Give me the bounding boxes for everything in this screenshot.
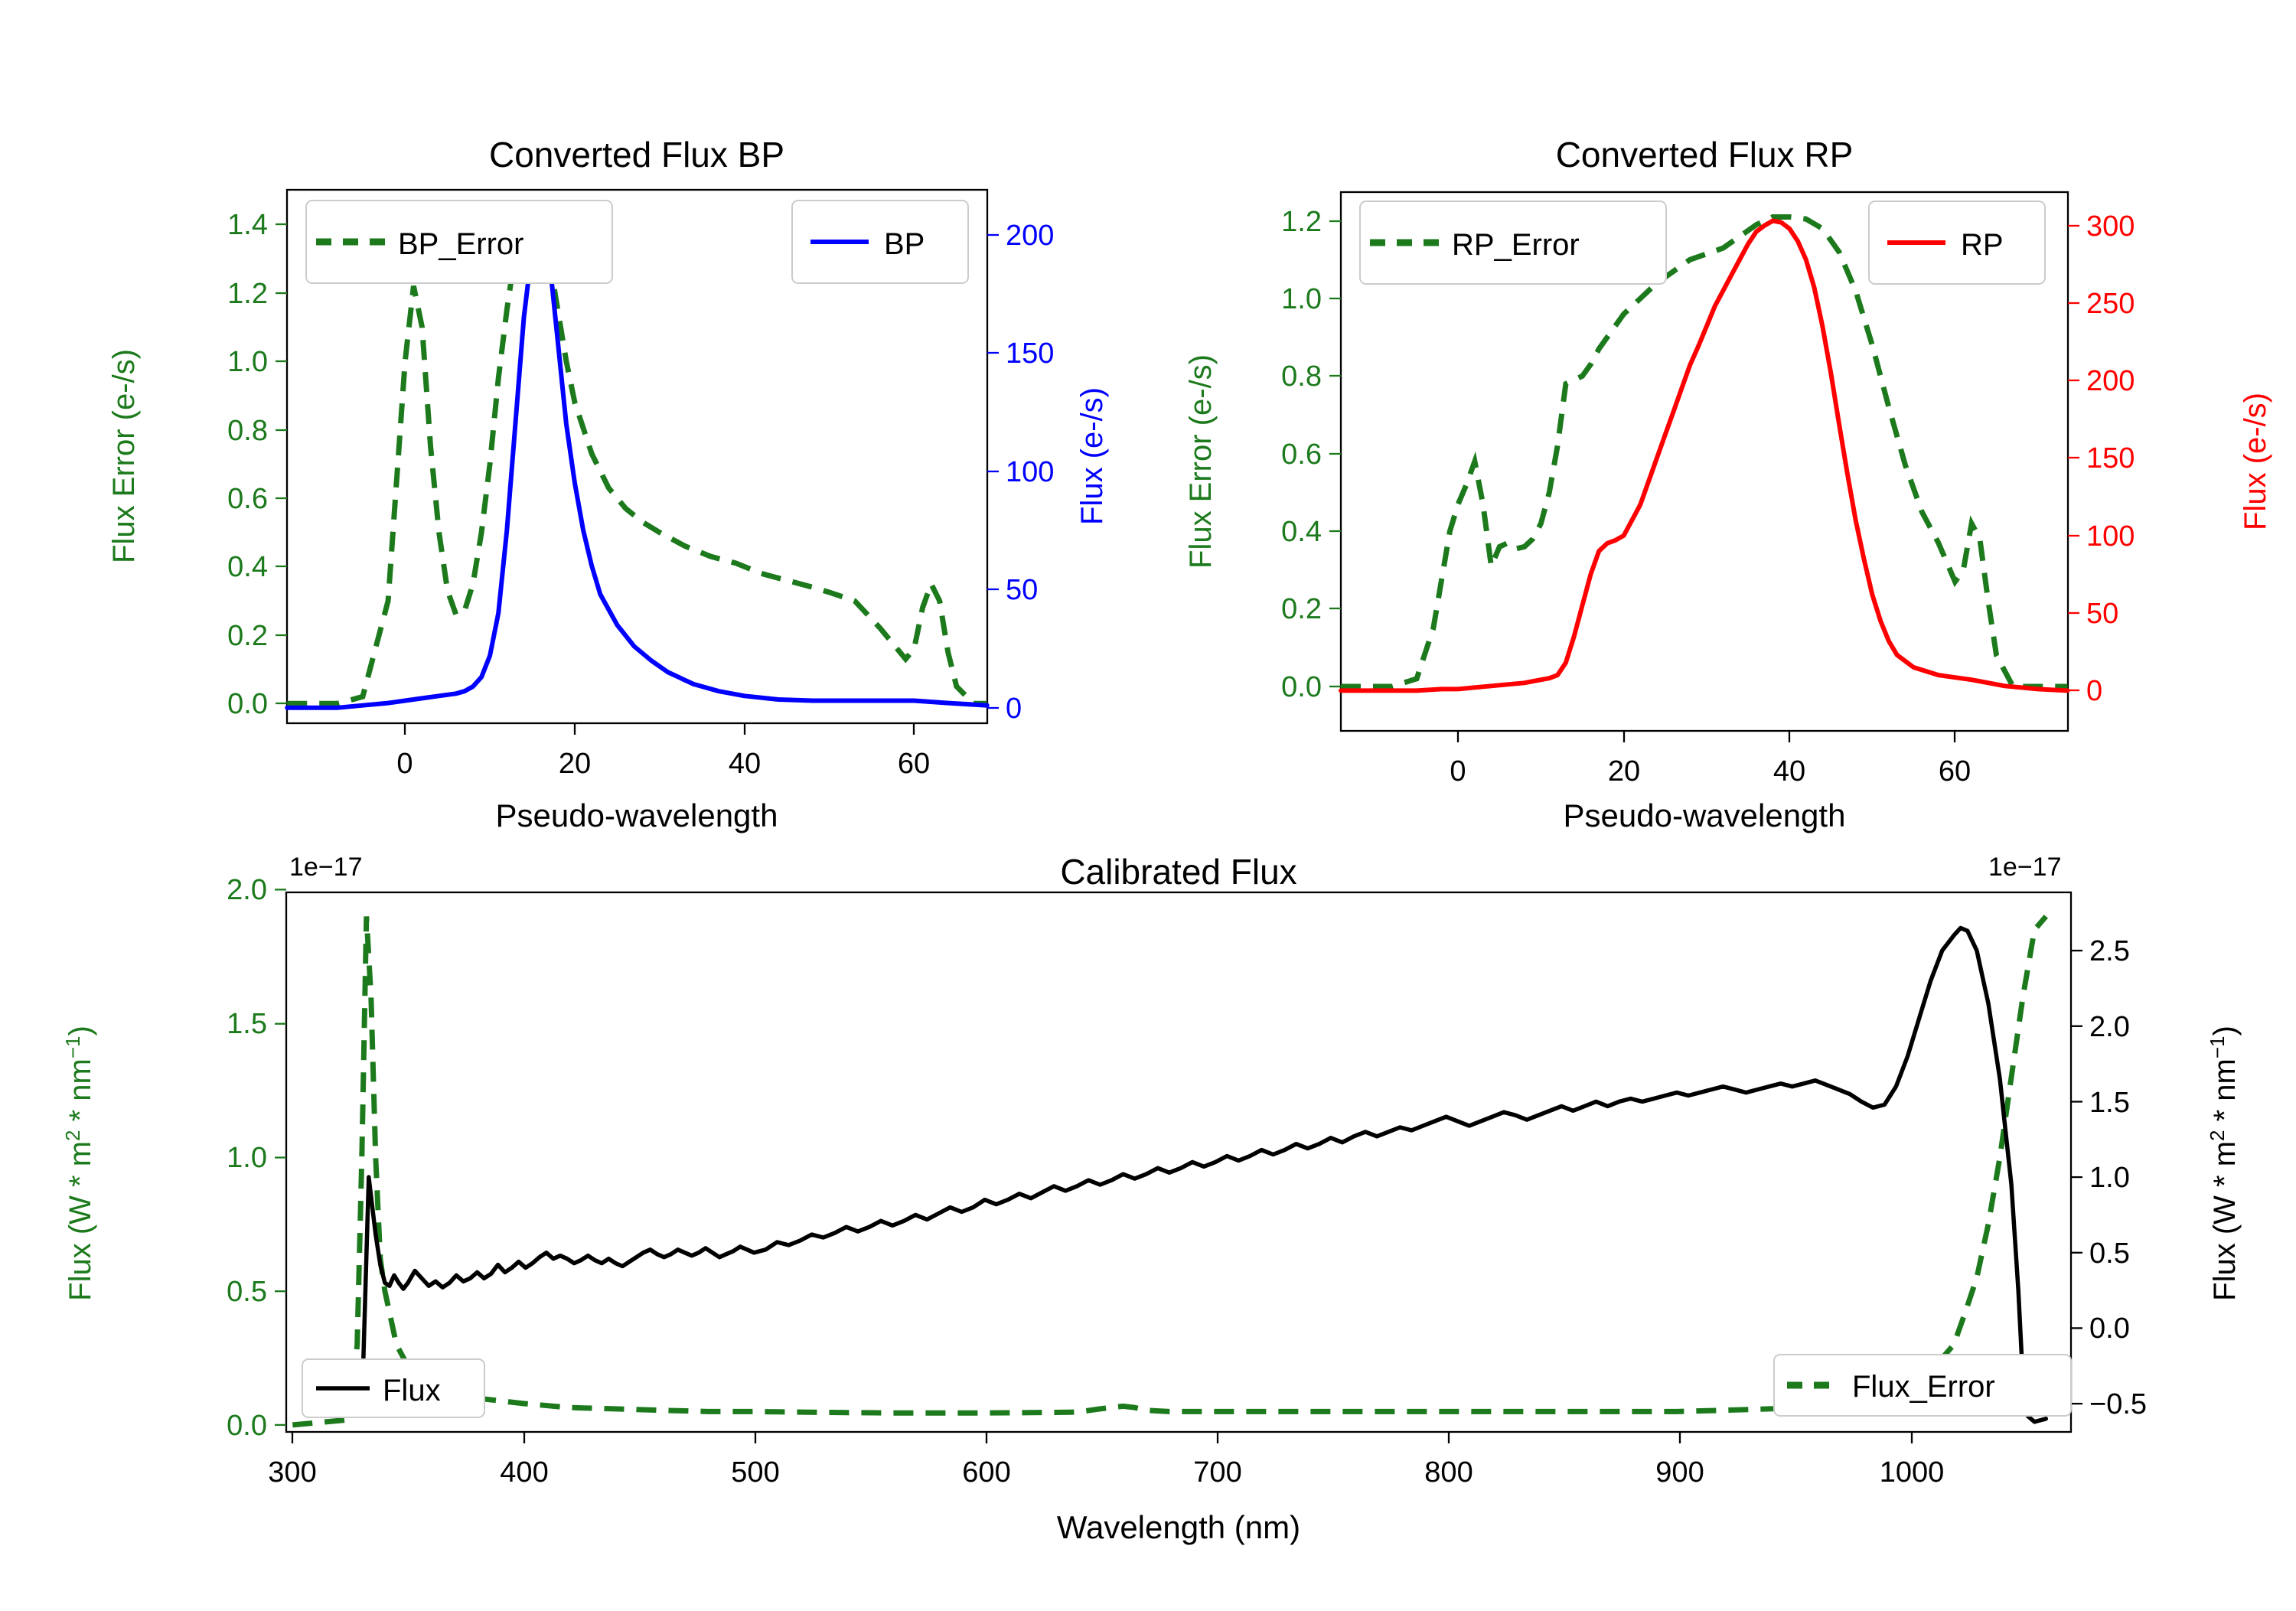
svg-text:Calibrated Flux: Calibrated Flux xyxy=(1060,852,1296,892)
svg-text:Flux (W * m2 * nm−1): Flux (W * m2 * nm−1) xyxy=(61,1026,97,1301)
svg-text:0: 0 xyxy=(2086,675,2102,707)
svg-text:1e−17: 1e−17 xyxy=(1988,853,2062,882)
svg-text:150: 150 xyxy=(1006,338,1054,370)
svg-text:150: 150 xyxy=(2086,442,2135,474)
svg-text:Wavelength (nm): Wavelength (nm) xyxy=(1057,1509,1300,1545)
svg-text:0.0: 0.0 xyxy=(227,1410,267,1442)
svg-text:Flux (W * m2 * nm−1): Flux (W * m2 * nm−1) xyxy=(2206,1026,2242,1301)
svg-text:1.4: 1.4 xyxy=(227,209,268,241)
svg-text:400: 400 xyxy=(500,1456,548,1489)
svg-text:40: 40 xyxy=(1773,755,1805,788)
svg-text:2.0: 2.0 xyxy=(2089,1011,2130,1043)
svg-text:Pseudo-wavelength: Pseudo-wavelength xyxy=(1564,797,1846,833)
svg-text:40: 40 xyxy=(729,748,761,780)
svg-text:500: 500 xyxy=(731,1456,779,1489)
svg-text:Pseudo-wavelength: Pseudo-wavelength xyxy=(496,797,778,833)
svg-text:20: 20 xyxy=(1608,755,1640,788)
svg-text:2.0: 2.0 xyxy=(227,874,267,906)
svg-text:1.2: 1.2 xyxy=(227,278,268,310)
svg-text:1e−17: 1e−17 xyxy=(289,853,363,882)
svg-text:RP_Error: RP_Error xyxy=(1452,228,1580,262)
svg-text:50: 50 xyxy=(1006,574,1038,606)
svg-text:100: 100 xyxy=(1006,456,1054,488)
svg-text:0.8: 0.8 xyxy=(1281,360,1322,393)
svg-text:BP: BP xyxy=(884,227,925,261)
svg-text:900: 900 xyxy=(1655,1456,1704,1489)
svg-text:Flux (e-/s): Flux (e-/s) xyxy=(1075,387,1109,525)
svg-text:0.5: 0.5 xyxy=(2089,1238,2130,1270)
svg-text:Flux: Flux xyxy=(383,1374,441,1407)
svg-text:Converted Flux BP: Converted Flux BP xyxy=(489,135,784,174)
svg-text:RP: RP xyxy=(1961,228,2004,262)
svg-text:0.0: 0.0 xyxy=(227,688,268,720)
svg-text:0: 0 xyxy=(396,748,413,780)
svg-text:Flux (e-/s): Flux (e-/s) xyxy=(2239,393,2272,530)
svg-text:0.2: 0.2 xyxy=(227,620,268,652)
svg-text:0: 0 xyxy=(1450,755,1466,788)
svg-text:300: 300 xyxy=(2086,210,2135,243)
svg-text:0.6: 0.6 xyxy=(1281,439,1322,471)
svg-text:300: 300 xyxy=(268,1456,316,1489)
svg-text:Flux Error (e-/s): Flux Error (e-/s) xyxy=(1184,354,1218,569)
svg-text:1.0: 1.0 xyxy=(1281,283,1322,315)
svg-text:600: 600 xyxy=(962,1456,1010,1489)
svg-text:0.0: 0.0 xyxy=(1281,671,1322,703)
svg-text:1.5: 1.5 xyxy=(2089,1087,2130,1119)
svg-text:200: 200 xyxy=(2086,365,2135,397)
svg-text:200: 200 xyxy=(1006,220,1054,252)
svg-text:1.0: 1.0 xyxy=(227,346,268,378)
svg-text:Flux_Error: Flux_Error xyxy=(1852,1370,1995,1404)
svg-text:BP_Error: BP_Error xyxy=(398,227,524,261)
svg-text:700: 700 xyxy=(1193,1456,1241,1489)
svg-text:1.5: 1.5 xyxy=(227,1008,267,1040)
svg-text:0.6: 0.6 xyxy=(227,483,268,515)
svg-text:800: 800 xyxy=(1424,1456,1473,1489)
svg-text:0.4: 0.4 xyxy=(1281,516,1322,548)
svg-text:100: 100 xyxy=(2086,520,2135,553)
svg-text:0.0: 0.0 xyxy=(2089,1313,2130,1345)
svg-text:0.4: 0.4 xyxy=(227,551,268,583)
svg-text:1000: 1000 xyxy=(1880,1456,1945,1489)
svg-text:20: 20 xyxy=(559,748,591,780)
svg-text:0: 0 xyxy=(1006,693,1022,725)
svg-text:0.8: 0.8 xyxy=(227,415,268,447)
svg-text:60: 60 xyxy=(1939,755,1971,788)
svg-text:Converted Flux RP: Converted Flux RP xyxy=(1556,135,1854,174)
svg-text:50: 50 xyxy=(2086,598,2118,630)
svg-text:1.0: 1.0 xyxy=(2089,1162,2130,1194)
svg-text:−0.5: −0.5 xyxy=(2089,1388,2147,1420)
svg-text:250: 250 xyxy=(2086,288,2135,320)
svg-text:1.2: 1.2 xyxy=(1281,206,1322,238)
svg-text:0.2: 0.2 xyxy=(1281,593,1322,625)
svg-text:0.5: 0.5 xyxy=(227,1276,267,1308)
svg-text:60: 60 xyxy=(898,748,930,780)
svg-text:1.0: 1.0 xyxy=(227,1142,267,1174)
svg-text:Flux Error (e-/s): Flux Error (e-/s) xyxy=(107,349,141,563)
svg-text:2.5: 2.5 xyxy=(2089,935,2130,967)
